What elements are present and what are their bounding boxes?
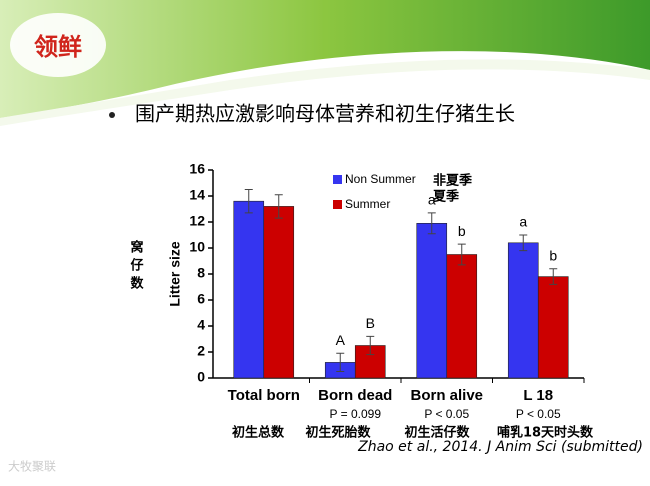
bar: [446, 254, 478, 379]
y-tick-label: 0: [197, 369, 205, 385]
legend-label: Summer: [345, 197, 390, 211]
significance-label: a: [519, 214, 527, 230]
bar: [507, 242, 539, 379]
y-axis-label-cn: 仔: [130, 258, 143, 274]
y-axis-label-cn: 数: [130, 276, 144, 292]
y-tick-label: 8: [197, 265, 205, 281]
y-axis-label-cn: 窝: [130, 240, 143, 256]
legend-label-cn: 夏季: [432, 189, 459, 205]
y-tick-label: 6: [197, 291, 205, 307]
error-bar: [366, 335, 375, 356]
y-tick-label: 2: [197, 343, 205, 359]
legend-swatch: [333, 175, 342, 184]
legend-swatch: [333, 200, 342, 209]
slide-title: 围产期热应激影响母体营养和初生仔猪生长: [135, 102, 515, 126]
significance-label: a: [428, 192, 436, 208]
header-swoosh: [0, 59, 650, 126]
significance-label: b: [458, 223, 466, 239]
watermark: 大牧聚联: [8, 460, 56, 474]
error-bar: [274, 194, 283, 219]
bar: [537, 276, 569, 379]
error-bar: [427, 212, 436, 235]
bullet: [109, 112, 115, 118]
y-tick-label: 12: [189, 213, 205, 229]
x-tick-label: Total born: [228, 387, 300, 404]
header-band: [0, 0, 650, 118]
bar: [263, 206, 295, 379]
x-tick-label-cn: 哺乳18天时头数: [497, 425, 594, 441]
x-tick-label-cn: 初生总数: [232, 425, 285, 441]
error-bar: [244, 189, 253, 214]
bar: [416, 223, 448, 379]
error-bar: [549, 268, 558, 285]
citation: Zhao et al., 2014. J Anim Sci (submitted…: [357, 439, 643, 455]
error-bar: [519, 234, 528, 252]
p-value: P < 0.05: [516, 407, 561, 421]
bar: [233, 200, 265, 379]
legend-label: Non Summer: [345, 172, 416, 186]
logo-badge: [10, 13, 106, 77]
error-bar: [336, 352, 345, 372]
p-value: P = 0.099: [330, 407, 382, 421]
y-tick-label: 14: [189, 187, 205, 203]
y-tick-label: 4: [197, 317, 205, 333]
logo: 领鲜: [34, 33, 82, 61]
x-tick-label-cn: 初生死胎数: [305, 425, 371, 441]
significance-label: B: [366, 315, 375, 331]
significance-label: b: [549, 248, 557, 264]
error-bar: [457, 243, 466, 266]
y-tick-label: 16: [189, 161, 205, 177]
legend-label-cn: 非夏季: [433, 173, 472, 189]
p-value: P < 0.05: [424, 407, 469, 421]
x-tick-label: Born dead: [318, 387, 392, 404]
y-tick-label: 10: [189, 239, 205, 255]
x-tick-label: L 18: [523, 387, 553, 404]
significance-label: A: [336, 332, 346, 348]
x-tick-label-cn: 初生活仔数: [404, 425, 470, 441]
x-tick-label: Born alive: [410, 387, 483, 404]
y-axis-label: Litter size: [167, 241, 183, 307]
